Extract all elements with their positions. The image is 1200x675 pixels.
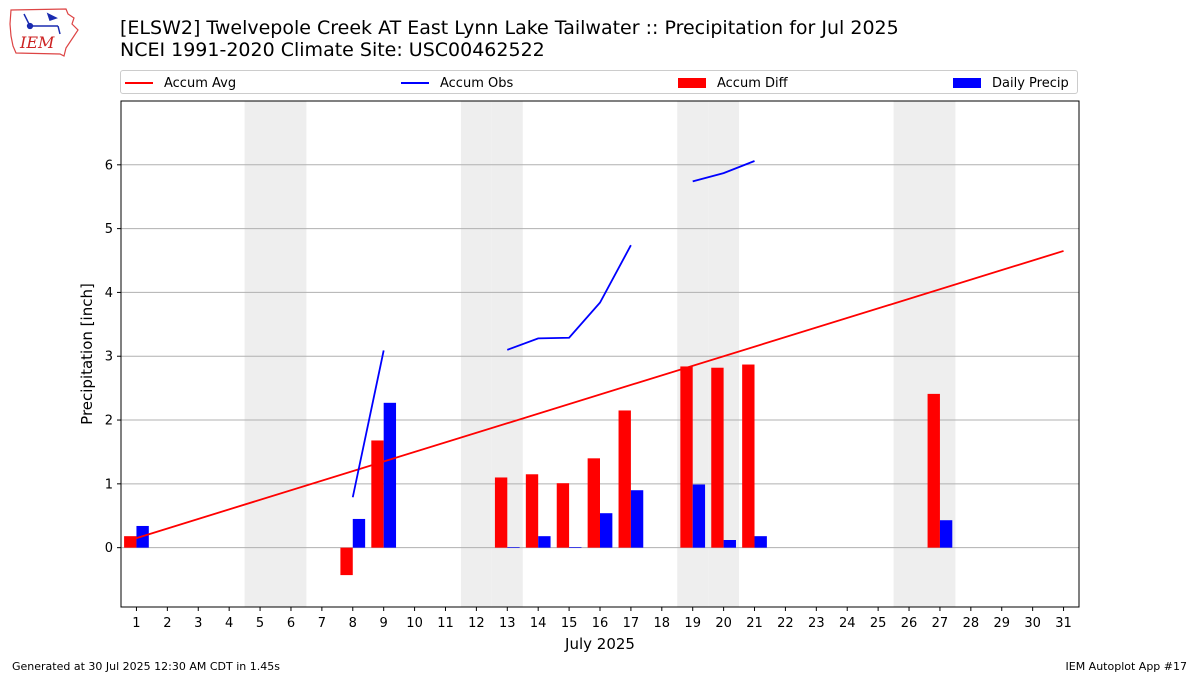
logo-text: IEM [19,33,55,52]
accum-obs-line-segment-1 [351,350,385,498]
chart-subtitle: NCEI 1991-2020 Climate Site: USC00462522 [120,39,545,61]
lines [136,160,1064,539]
iem-logo: IEM [9,8,79,57]
daily-precip-bar-20 [723,540,736,548]
legend-swatch-daily-precip [953,78,981,88]
app-id: IEM Autoplot App #17 [1065,660,1188,673]
accum-diff-bar-9 [371,440,384,548]
xtick-label-7: 7 [318,616,326,631]
accum-avg-line [136,250,1064,539]
accum-diff-bar-27 [927,393,940,548]
ytick-label-1: 1 [105,477,113,492]
daily-precip-bar-14 [538,536,551,548]
xtick-label-28: 28 [963,616,980,631]
accum-diff-bar-8 [340,547,353,576]
weekend-band-26 [893,101,925,607]
xtick-label-24: 24 [839,616,856,631]
ytick-label-2: 2 [105,414,113,429]
ytick-label-4: 4 [105,286,113,301]
xtick-label-14: 14 [530,616,547,631]
xtick-label-4: 4 [225,616,233,631]
ytick-label-5: 5 [105,222,113,237]
legend-swatch-accum-obs [401,82,429,84]
legend-item-accum-obs: Accum Obs [401,74,513,92]
legend-item-daily-precip: Daily Precip [953,74,1069,92]
xtick-label-15: 15 [561,616,578,631]
accum-diff-bar-17 [618,410,631,548]
daily-precip-bar-27 [939,520,953,548]
xtick-label-25: 25 [870,616,887,631]
daily-precip-bar-19 [692,484,706,548]
legend-label-accum-obs: Accum Obs [440,75,514,91]
accum-diff-bar-1 [124,536,137,548]
xtick-label-29: 29 [993,616,1010,631]
xtick-label-8: 8 [349,616,357,631]
legend-label-accum-diff: Accum Diff [717,75,788,91]
x-axis-ticks: 1 2 3 4 5 6 7 8 9 10 11 12 13 14 15 16 17 18 19 20 21 22 23 24 2… [132,607,1072,631]
x-axis-label: July 2025 [564,635,635,653]
generated-timestamp: Generated at 30 Jul 2025 12:30 AM CDT in… [12,660,280,673]
accum-diff-bar-19 [680,366,693,548]
xtick-label-27: 27 [932,616,949,631]
legend-label-daily-precip: Daily Precip [992,75,1069,91]
xtick-label-30: 30 [1024,616,1041,631]
ytick-label-3: 3 [105,350,113,365]
accum-diff-bar-13 [494,477,508,548]
xtick-label-5: 5 [256,616,264,631]
accum-obs-line-segment-2 [506,244,632,351]
daily-precip-bar-15 [569,547,582,548]
y-axis-label: Precipitation [inch] [78,283,96,425]
ytick-label-0: 0 [105,541,113,556]
xtick-label-17: 17 [623,616,640,631]
xtick-label-26: 26 [901,616,918,631]
accum-diff-bar-14 [525,474,539,548]
xtick-label-12: 12 [468,616,485,631]
legend-item-accum-diff: Accum Diff [678,74,788,92]
xtick-label-16: 16 [592,616,609,631]
xtick-label-19: 19 [684,616,701,631]
chart-legend: Accum Avg Accum Obs Accum Diff Daily Pre… [120,70,1078,94]
xtick-label-10: 10 [406,616,423,631]
xtick-label-18: 18 [654,616,671,631]
xtick-label-3: 3 [194,616,202,631]
accum-obs-line-segment-3 [692,160,755,183]
daily-precip-bar-21 [754,536,767,548]
daily-precip-bar-8 [352,518,366,548]
daily-precip-bar-9 [383,402,397,548]
accum-diff-bar-20 [711,367,724,548]
xtick-label-23: 23 [808,616,825,631]
weekend-band-5 [244,101,276,607]
weather-station-icon [23,12,61,35]
bars [124,364,953,576]
daily-precip-bar-13 [507,547,520,548]
legend-swatch-accum-diff [678,78,706,88]
legend-item-accum-avg: Accum Avg [125,74,236,92]
xtick-label-31: 31 [1055,616,1072,631]
xtick-label-13: 13 [499,616,516,631]
legend-label-accum-avg: Accum Avg [164,75,237,91]
xtick-label-9: 9 [380,616,388,631]
accum-diff-bar-21 [742,364,755,548]
xtick-label-20: 20 [715,616,732,631]
weekend-band-6 [275,101,307,607]
xtick-label-1: 1 [132,616,140,631]
iowa-outline-icon [9,8,79,57]
legend-swatch-accum-avg [125,82,153,84]
chart-title: [ELSW2] Twelvepole Creek AT East Lynn La… [120,17,899,39]
xtick-label-21: 21 [746,616,763,631]
xtick-label-2: 2 [163,616,171,631]
xtick-label-6: 6 [287,616,295,631]
ytick-label-6: 6 [105,158,113,173]
daily-precip-bar-16 [600,513,613,548]
y-axis-ticks: 0 1 2 3 4 5 6 [105,158,121,556]
weekend-band-12 [460,101,492,607]
xtick-label-22: 22 [777,616,794,631]
accum-diff-bar-16 [587,458,600,548]
daily-precip-bar-17 [630,490,644,548]
xtick-label-11: 11 [437,616,454,631]
accum-diff-bar-15 [556,483,570,548]
